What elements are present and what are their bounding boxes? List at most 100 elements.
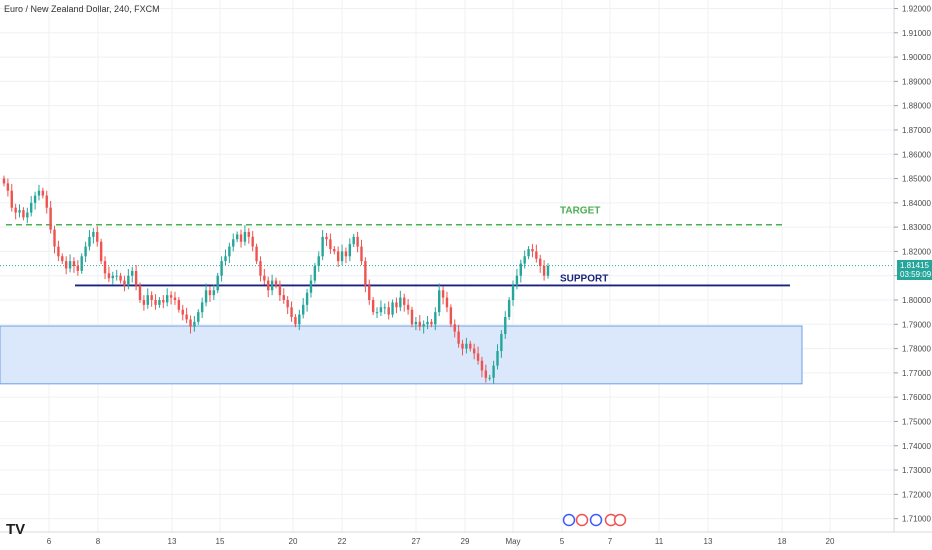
y-tick-label: 1.83000 <box>902 223 931 232</box>
x-tick-label: 6 <box>47 537 52 546</box>
candle-body <box>154 300 157 305</box>
candles <box>2 175 550 384</box>
candle-body <box>422 324 425 327</box>
candle-body <box>356 236 359 247</box>
candle-body <box>492 365 495 378</box>
candle-body <box>270 280 274 291</box>
y-tick-label: 1.90000 <box>902 53 931 62</box>
candle-body <box>177 300 181 310</box>
candle-body <box>511 285 515 301</box>
candle-body <box>189 319 192 327</box>
candle-body <box>507 300 511 318</box>
candle-body <box>364 261 367 286</box>
candle-body <box>457 331 460 344</box>
candle-body <box>146 295 149 305</box>
candle-body <box>14 207 17 213</box>
candle-body <box>406 304 410 310</box>
x-tick-label: 27 <box>412 537 421 546</box>
x-tick-label: 11 <box>655 537 664 546</box>
candle-body <box>305 292 309 305</box>
candle-body <box>84 246 87 257</box>
y-tick-label: 1.82000 <box>902 247 931 256</box>
candle-body <box>33 195 37 203</box>
y-tick-label: 1.91000 <box>902 29 931 38</box>
event-marker-icon <box>575 513 589 527</box>
y-tick-label: 1.73000 <box>902 466 931 475</box>
candle-body <box>469 343 472 349</box>
candle-body <box>49 207 52 230</box>
candle-body <box>368 285 371 301</box>
candle-body <box>325 236 328 240</box>
candle-body <box>247 231 251 237</box>
candle-body <box>61 256 64 262</box>
candle-body <box>539 258 542 266</box>
candle-body <box>426 321 429 325</box>
candle-body <box>212 290 216 296</box>
y-tick-label: 1.76000 <box>902 393 931 402</box>
candle-body <box>360 246 363 262</box>
candle-body <box>414 321 418 325</box>
candle-body <box>138 285 142 301</box>
event-marker-icon <box>589 513 603 527</box>
candle-body <box>410 309 414 325</box>
candle-body <box>546 266 550 276</box>
x-tick-label: 8 <box>96 537 101 546</box>
candle-body <box>434 312 437 325</box>
y-tick-label: 1.72000 <box>902 490 931 499</box>
candle-body <box>37 190 41 196</box>
candle-body <box>193 321 196 327</box>
candle-body <box>6 183 10 191</box>
candle-body <box>515 275 519 286</box>
candle-body <box>523 256 526 264</box>
y-tick-label: 1.87000 <box>902 126 931 135</box>
candle-body <box>340 251 344 262</box>
candle-body <box>107 273 111 279</box>
candle-body <box>437 290 441 313</box>
candle-body <box>185 314 188 320</box>
candle-body <box>391 302 394 315</box>
target-label: TARGET <box>560 206 600 217</box>
candle-body <box>134 270 138 286</box>
candle-body <box>22 210 25 218</box>
candle-body <box>173 297 177 301</box>
candle-body <box>496 351 499 366</box>
x-tick-label: 22 <box>338 537 347 546</box>
time-axis[interactable]: 6 8 13 15 20 22 27 29 May 5 7 11 13 18 20 <box>47 537 835 546</box>
x-tick-label: 20 <box>289 537 298 546</box>
candle-body <box>26 212 29 218</box>
x-tick-label: 18 <box>778 537 787 546</box>
x-tick-label: 15 <box>216 537 225 546</box>
candle-body <box>228 246 231 257</box>
candle-body <box>403 297 406 305</box>
tradingview-logo: TV <box>6 521 26 538</box>
y-tick-label: 1.84000 <box>902 199 931 208</box>
candle-body <box>259 261 262 276</box>
demand-zone[interactable] <box>0 325 803 385</box>
candle-body <box>531 248 534 252</box>
x-tick-label: 13 <box>704 537 713 546</box>
y-tick-label: 1.88000 <box>902 102 931 111</box>
candle-body <box>286 300 289 308</box>
candle-body <box>123 280 126 286</box>
candle-body <box>399 297 402 308</box>
x-tick-label: May <box>505 537 520 546</box>
y-tick-label: 1.92000 <box>902 5 931 14</box>
candle-body <box>200 302 204 313</box>
x-tick-label: 5 <box>560 537 565 546</box>
candle-body <box>309 280 313 293</box>
candle-body <box>165 295 169 303</box>
chart-title: Euro / New Zealand Dollar, 240, FXCM <box>4 4 160 14</box>
y-tick-label: 1.79000 <box>902 320 931 329</box>
candle-body <box>150 295 153 301</box>
candle-body <box>527 248 530 257</box>
candle-body <box>131 270 134 276</box>
economic-events[interactable] <box>562 513 627 527</box>
price-axis[interactable]: 1.92000 1.91000 1.90000 1.89000 1.88000 1.870… <box>894 5 931 524</box>
last-price-tag: 1.81415 03:59:09 <box>897 259 932 280</box>
candle-body <box>72 261 76 266</box>
candle-body <box>336 251 340 262</box>
candle-body <box>274 280 278 286</box>
candle-body <box>243 231 247 242</box>
candle-body <box>103 261 107 274</box>
